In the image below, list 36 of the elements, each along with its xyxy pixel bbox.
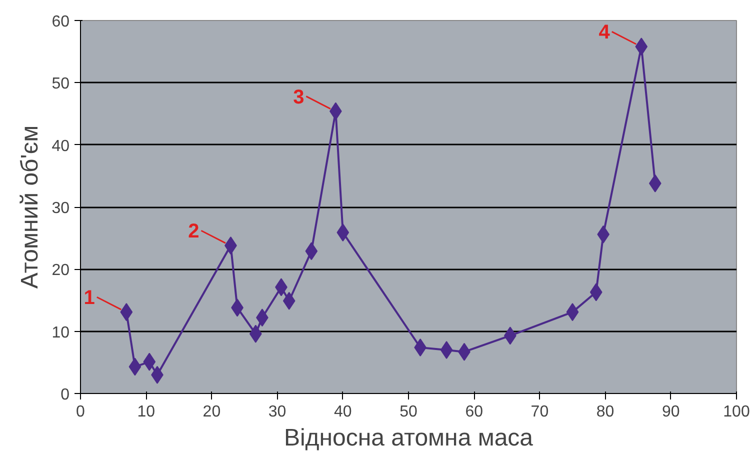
annotation: 1: [84, 287, 95, 310]
x-tick-label: 40: [334, 404, 352, 420]
x-tick-label: 80: [596, 404, 614, 420]
point: [566, 303, 579, 322]
y-tick-label: 10: [52, 324, 70, 342]
y-tick-label: 20: [52, 262, 70, 280]
point: [336, 223, 350, 242]
point: [635, 38, 648, 56]
x-tick-label: 30: [268, 404, 286, 420]
y-tick-label: 40: [52, 138, 70, 155]
point: [440, 340, 453, 359]
x-tick-label: 100: [723, 404, 750, 420]
y-tick-label: 30: [52, 200, 70, 217]
annotation: 3: [293, 86, 304, 108]
y-tick-label: 0: [60, 386, 70, 404]
y-tick-label: 50: [52, 76, 70, 93]
point: [648, 174, 662, 192]
x-tick-label: 0: [76, 404, 86, 420]
point: [282, 292, 296, 310]
x-tick-label: 70: [530, 404, 549, 420]
point: [120, 303, 133, 322]
annotation: 2: [188, 220, 200, 243]
point: [249, 324, 262, 343]
x-tick-label: 50: [400, 404, 418, 420]
y-axis-title: Атомний об'єм: [16, 125, 44, 289]
annotation: 4: [598, 22, 611, 44]
x-axis-title: Відносна атомна маса: [284, 424, 534, 452]
x-tick-label: 20: [202, 404, 221, 420]
point: [128, 358, 142, 376]
point: [305, 242, 318, 260]
point: [590, 283, 602, 302]
x-tick-label: 10: [137, 404, 156, 420]
y-tick-label: 60: [52, 14, 70, 30]
x-tick-label: 60: [465, 404, 484, 420]
x-tick-label: 90: [662, 404, 680, 420]
point: [143, 352, 156, 371]
